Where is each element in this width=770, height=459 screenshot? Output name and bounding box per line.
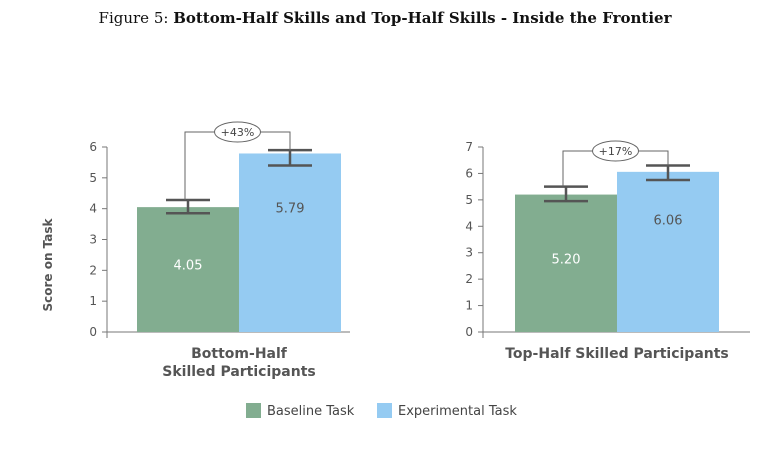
- legend-swatch-baseline: [246, 403, 261, 418]
- annotation-ellipse: [214, 121, 261, 143]
- bar-experimental: [617, 171, 719, 332]
- y-tick-label: 3: [89, 233, 97, 247]
- category-label: Top-Half Skilled Participants: [505, 346, 729, 362]
- y-tick-label: 1: [465, 299, 473, 313]
- y-tick-label: 0: [89, 325, 97, 339]
- annotation-ellipse: [592, 140, 639, 162]
- bar-experimental: [239, 153, 341, 332]
- category-label: Skilled Participants: [162, 364, 315, 380]
- data-label: 5.20: [552, 252, 581, 267]
- y-tick-label: 1: [89, 294, 97, 308]
- y-tick-label: 2: [89, 263, 97, 277]
- figure-title-text: Bottom-Half Skills and Top-Half Skills -…: [173, 9, 672, 27]
- bar-baseline: [515, 194, 617, 332]
- data-label: 5.79: [276, 201, 305, 216]
- bar-baseline: [137, 207, 239, 332]
- annotation-percent: +17%: [599, 145, 633, 158]
- figure-title: Figure 5: Bottom-Half Skills and Top-Hal…: [0, 9, 770, 27]
- data-label: 4.05: [174, 259, 203, 274]
- category-label: Bottom-Half: [191, 346, 288, 362]
- data-label: 6.06: [654, 214, 683, 229]
- figure-number: Figure 5:: [98, 9, 174, 27]
- y-tick-label: 4: [465, 219, 473, 233]
- legend-swatch-experimental: [377, 403, 392, 418]
- y-tick-label: 4: [89, 202, 97, 216]
- y-tick-label: 6: [89, 140, 97, 154]
- y-tick-label: 3: [465, 246, 473, 260]
- legend-label: Baseline Task: [267, 404, 355, 419]
- annotation-percent: +43%: [221, 126, 255, 139]
- y-tick-label: 5: [465, 193, 473, 207]
- y-tick-label: 2: [465, 272, 473, 286]
- y-tick-label: 0: [465, 325, 473, 339]
- legend-label: Experimental Task: [398, 404, 517, 419]
- y-tick-label: 6: [465, 166, 473, 180]
- y-axis-title: Score on Task: [41, 217, 55, 311]
- y-tick-label: 5: [89, 171, 97, 185]
- y-tick-label: 7: [465, 140, 473, 154]
